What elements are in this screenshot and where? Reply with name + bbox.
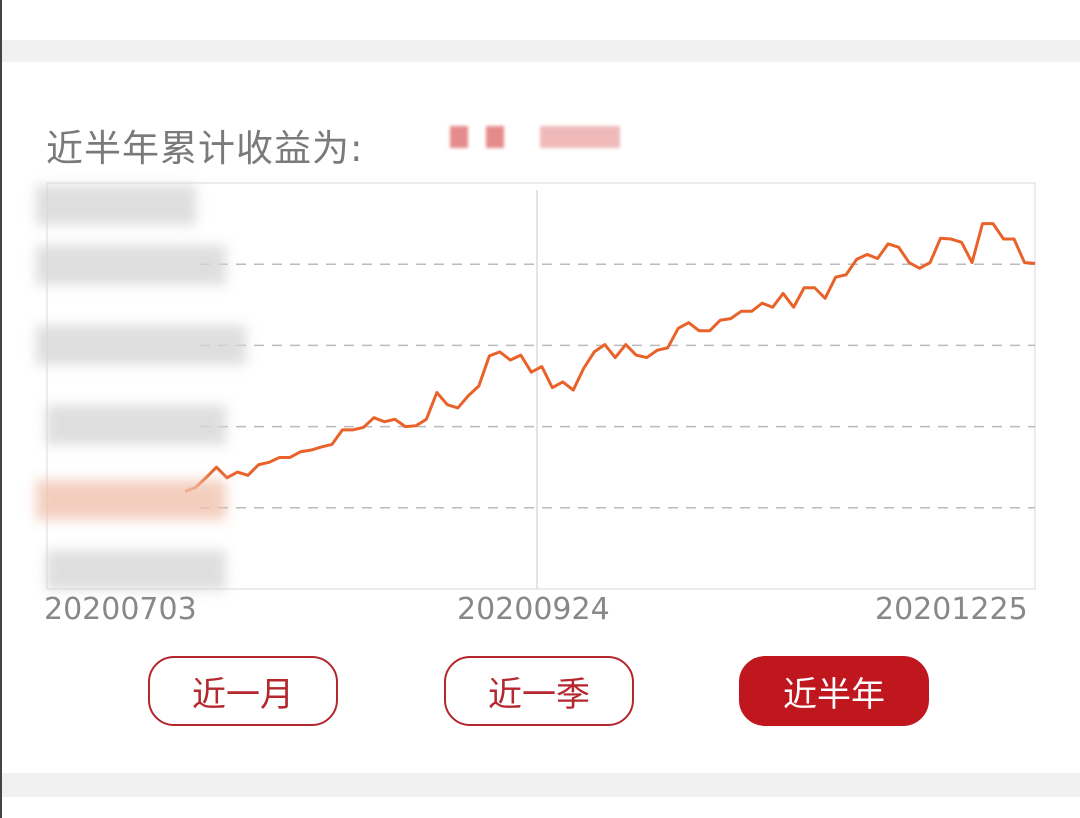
plot-frame [46, 182, 1036, 590]
x-tick-label: 20201225 [875, 592, 1028, 627]
range-1-month-button[interactable]: 近一月 [148, 656, 338, 726]
x-tick-label: 20200924 [457, 592, 610, 627]
cumulative-return-title: 近半年累计收益为: [46, 127, 364, 170]
section-divider-top [2, 40, 1080, 62]
window-edge [0, 0, 2, 818]
range-1-quarter-button[interactable]: 近一季 [444, 656, 634, 726]
x-tick-label: 20200703 [44, 592, 197, 627]
cumulative-return-value-masked [450, 112, 630, 164]
series-line [184, 222, 1036, 493]
range-half-year-button[interactable]: 近半年 [739, 656, 929, 726]
y-axis-labels-blurred [36, 180, 246, 610]
section-divider-bottom [2, 773, 1080, 797]
